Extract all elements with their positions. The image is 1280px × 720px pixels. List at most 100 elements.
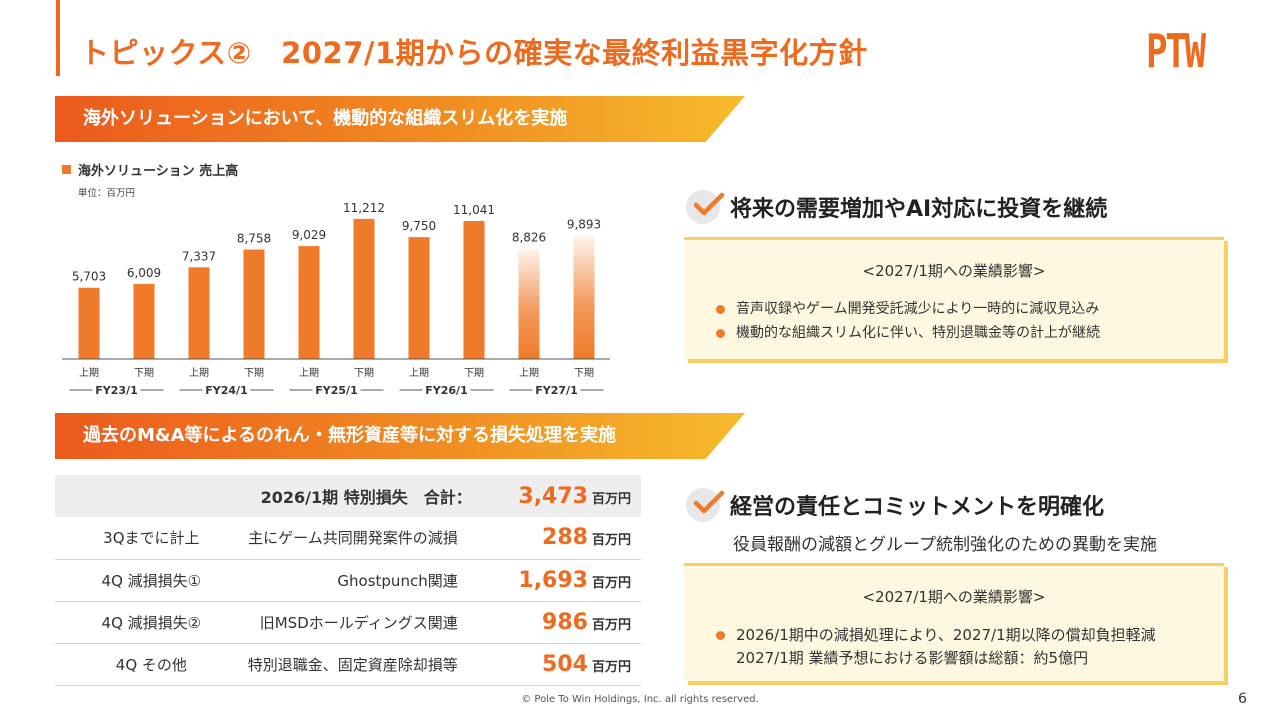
bar (298, 246, 320, 359)
impact-item: 音声収録やゲーム開発受託減少により一時的に減収見込み (716, 297, 1224, 321)
copyright: © Pole To Win Holdings, Inc. all rights … (521, 694, 759, 705)
check-icon (686, 190, 725, 224)
row-label: 3Qまでに計上 (55, 517, 248, 560)
impact-box-1: <2027/1期への業績影響> 音声収録やゲーム開発受託減少により一時的に減収見… (684, 237, 1224, 359)
bullet-icon (716, 305, 725, 314)
fiscal-year-label: FY25/1 (315, 384, 357, 397)
row-value: 1,693 (518, 567, 588, 593)
chart-unit: 単位：百万円 (78, 188, 136, 199)
unit-label: 百万円 (591, 533, 631, 549)
fiscal-year-label: FY26/1 (425, 384, 467, 397)
impact-item-continuation: 2027/1期 業績予想における影響額は総額：約5億円 (736, 649, 1089, 667)
title-accent-bar (56, 0, 60, 76)
row-desc: 主にゲーム共同開発案件の減損 (247, 517, 484, 560)
impact-item: 2026/1期中の減損処理により、2027/1期以降の償却負担軽減 (716, 623, 1224, 647)
table-header-row: 2026/1期 特別損失 合計： 3,473 百万円 (55, 475, 641, 517)
row-value-cell: 1,693 百万円 (483, 559, 641, 602)
check-icon (686, 488, 725, 522)
bar (353, 218, 375, 359)
row-value-cell: 288 百万円 (483, 517, 641, 560)
impact-title-1: <2027/1期への業績影響> (862, 262, 1046, 280)
bar-value-label: 6,009 (127, 266, 161, 280)
impact-item: 機動的な組織スリム化に伴い、特別退職金等の計上が継続 (716, 321, 1224, 345)
total-value-cell: 3,473 百万円 (483, 475, 641, 517)
fiscal-year-label: FY27/1 (535, 384, 577, 397)
category-label: 下期 (134, 367, 154, 379)
category-label: 下期 (354, 367, 374, 379)
category-label: 下期 (244, 367, 264, 379)
point2-heading: 経営の責任とコミットメントを明確化 (686, 488, 1104, 522)
impact-list-2: 2026/1期中の減損処理により、2027/1期以降の償却負担軽減 (716, 623, 1224, 647)
category-label: 上期 (79, 367, 99, 379)
total-value: 3,473 (518, 483, 588, 509)
bar-forecast (518, 248, 540, 359)
category-label: 上期 (299, 367, 319, 379)
bar-value-label: 8,758 (237, 232, 271, 246)
row-desc: Ghostpunch関連 (247, 559, 484, 602)
legend-label: 海外ソリューション 売上高 (78, 164, 239, 179)
category-label: 上期 (409, 367, 429, 379)
bar (243, 249, 265, 359)
bar (408, 237, 430, 359)
row-value: 504 (542, 651, 588, 677)
point1-heading: 将来の需要増加やAI対応に投資を継続 (686, 190, 1107, 224)
bar (188, 267, 210, 359)
impact-title-2: <2027/1期への業績影響> (862, 588, 1046, 606)
page-number: 6 (1238, 691, 1247, 707)
unit-label: 百万円 (591, 575, 631, 591)
sales-bar-chart: 5,703 上期 6,009 下期 7,337 上期 8,758 下期 9,029 上期 11,21… (62, 201, 610, 397)
bar-value-label: 11,212 (343, 201, 385, 215)
total-label: 2026/1期 特別損失 合計： (55, 475, 484, 517)
bar-value-label: 7,337 (182, 249, 216, 263)
bar-value-label: 11,041 (453, 203, 495, 217)
section1-banner: 海外ソリューションにおいて、機動的な組織スリム化を実施 (55, 96, 745, 142)
fiscal-year-label: FY23/1 (95, 384, 137, 397)
unit-label: 百万円 (591, 659, 631, 675)
bullet-icon (716, 631, 725, 640)
impact-box-2: <2027/1期への業績影響> 2026/1期中の減損処理により、2027/1期… (684, 563, 1224, 681)
impact-item-text: 2026/1期中の減損処理により、2027/1期以降の償却負担軽減 (736, 626, 1156, 644)
row-label: 4Q その他 (55, 643, 248, 686)
special-loss-table: 2026/1期 特別損失 合計： 3,473 百万円 3Qまでに計上 主にゲーム共… (55, 475, 641, 686)
impact-item-text: 機動的な組織スリム化に伴い、特別退職金等の計上が継続 (736, 325, 1100, 341)
impact-list-1: 音声収録やゲーム開発受託減少により一時的に減収見込み 機動的な組織スリム化に伴い… (716, 297, 1224, 345)
page-title: トピックス② 2027/1期からの確実な最終利益黒字化方針 (80, 36, 868, 70)
fiscal-year-label: FY24/1 (205, 384, 247, 397)
category-label: 上期 (189, 367, 209, 379)
unit-label: 百万円 (591, 491, 631, 507)
row-value: 986 (542, 609, 588, 635)
table-row: 4Q その他 特別退職金、固定資産除却損等 504 百万円 (55, 643, 641, 686)
bar-value-label: 9,029 (292, 228, 326, 242)
table-row: 4Q 減損損失① Ghostpunch関連 1,693 百万円 (55, 559, 641, 602)
bar-forecast (573, 235, 595, 359)
row-value-cell: 504 百万円 (483, 643, 641, 686)
table-row: 3Qまでに計上 主にゲーム共同開発案件の減損 288 百万円 (55, 517, 641, 560)
row-desc: 旧MSDホールディングス関連 (247, 601, 484, 644)
row-value: 288 (542, 525, 588, 551)
table-row: 4Q 減損損失② 旧MSDホールディングス関連 986 百万円 (55, 601, 641, 644)
bar (463, 220, 485, 359)
category-label: 上期 (519, 367, 539, 379)
row-value-cell: 986 百万円 (483, 601, 641, 644)
row-label: 4Q 減損損失② (55, 601, 248, 644)
section2-banner: 過去のM&A等によるのれん・無形資産等に対する損失処理を実施 (55, 413, 745, 459)
ptw-logo: PTW (1146, 24, 1206, 78)
bar-value-label: 5,703 (72, 270, 106, 284)
row-desc: 特別退職金、固定資産除却損等 (247, 643, 484, 686)
point2-heading-text: 経営の責任とコミットメントを明確化 (730, 495, 1105, 520)
point2-subtext: 役員報酬の減額とグループ統制強化のための異動を実施 (733, 535, 1157, 555)
bar-value-label: 9,893 (567, 217, 601, 231)
legend-swatch (62, 165, 71, 174)
bar-value-label: 9,750 (402, 219, 436, 233)
category-label: 下期 (574, 367, 594, 379)
row-label: 4Q 減損損失① (55, 559, 248, 602)
chart-legend: 海外ソリューション 売上高 (62, 160, 238, 179)
bar (133, 283, 155, 359)
bar-value-label: 8,826 (512, 231, 546, 245)
impact-item-text: 音声収録やゲーム開発受託減少により一時的に減収見込み (736, 301, 1100, 317)
unit-label: 百万円 (591, 617, 631, 633)
point1-heading-text: 将来の需要増加やAI対応に投資を継続 (730, 197, 1108, 222)
bar (78, 287, 100, 359)
bullet-icon (716, 329, 725, 338)
category-label: 下期 (464, 367, 484, 379)
